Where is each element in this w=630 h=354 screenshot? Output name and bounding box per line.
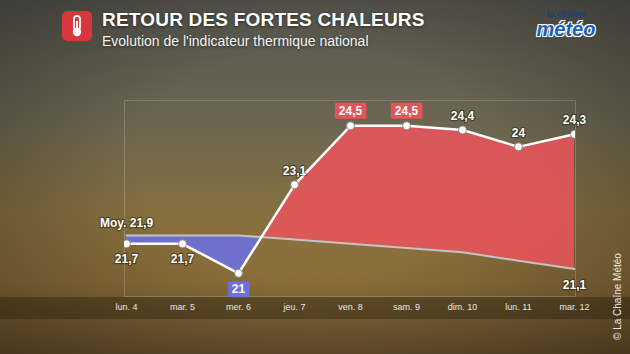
svg-text:mar. 12: mar. 12	[559, 302, 589, 312]
svg-text:mar. 5: mar. 5	[170, 302, 195, 312]
html-text:météo: météo	[536, 18, 596, 40]
html-text:Evolution de l'indicateur ther: Evolution de l'indicateur thermique nati…	[102, 33, 369, 49]
svg-text:lun. 11: lun. 11	[505, 302, 531, 312]
svg-text:24,5: 24,5	[395, 104, 419, 118]
svg-text:lun. 4: lun. 4	[115, 302, 137, 312]
svg-text:24,4: 24,4	[451, 109, 475, 123]
svg-text:24,5: 24,5	[339, 104, 363, 118]
svg-text:21: 21	[232, 282, 246, 296]
svg-text:mer. 6: mer. 6	[226, 302, 251, 312]
html-text:© La Chaîne Météo: © La Chaîne Météo	[612, 253, 623, 340]
svg-text:dim. 10: dim. 10	[448, 302, 478, 312]
svg-text:21,7: 21,7	[171, 252, 195, 266]
svg-text:Moy. 21,9: Moy. 21,9	[100, 216, 153, 230]
svg-text:21,7: 21,7	[115, 252, 139, 266]
svg-text:ven. 8: ven. 8	[338, 302, 363, 312]
html-text:la chaîne: la chaîne	[546, 9, 586, 19]
svg-text:jeu. 7: jeu. 7	[282, 302, 305, 312]
svg-text:24,3: 24,3	[563, 113, 587, 127]
svg-text:21,1: 21,1	[563, 278, 587, 292]
svg-text:23,1: 23,1	[283, 164, 307, 178]
svg-text:sam. 9: sam. 9	[393, 302, 420, 312]
html-text:RETOUR DES FORTES CHALEURS: RETOUR DES FORTES CHALEURS	[102, 9, 425, 30]
svg-text:24: 24	[512, 126, 526, 140]
